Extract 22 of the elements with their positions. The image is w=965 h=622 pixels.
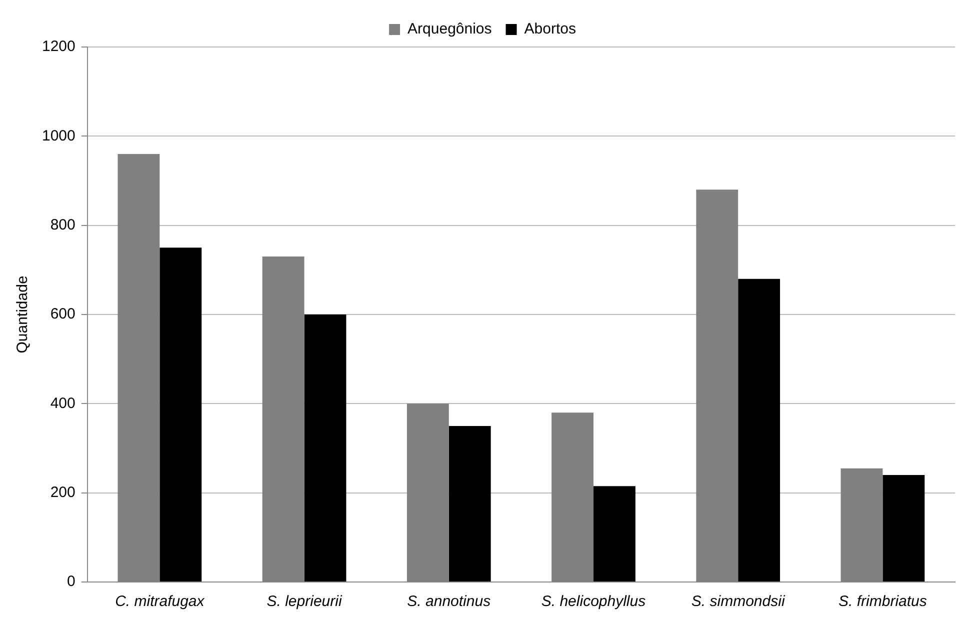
legend-label: Abortos — [524, 20, 576, 38]
bar — [882, 475, 925, 582]
y-tick-label: 400 — [50, 394, 76, 412]
bar — [448, 426, 491, 582]
y-tick-label: 0 — [67, 573, 76, 590]
y-tick-label: 1000 — [42, 127, 76, 144]
bar — [304, 314, 346, 582]
x-tick-label: C. mitrafugax — [115, 593, 205, 610]
x-tick-label: S. helicophyllus — [541, 593, 646, 610]
x-tick-label: S. frimbriatus — [838, 593, 928, 610]
y-tick-label: 200 — [50, 484, 76, 501]
y-tick-label: 800 — [50, 216, 76, 234]
x-tick-label: S. leprieurii — [266, 593, 342, 610]
x-tick-label: S. annotinus — [407, 593, 492, 610]
x-tick-label: S. simmondsii — [691, 593, 786, 610]
bar — [738, 278, 780, 582]
bar — [160, 248, 202, 582]
y-tick-label: 1200 — [42, 38, 76, 56]
y-tick-label: 600 — [50, 306, 76, 323]
legend-label: Arquegônios — [408, 20, 492, 38]
bar — [593, 486, 636, 582]
y-axis-title: Quantidade — [14, 276, 32, 354]
